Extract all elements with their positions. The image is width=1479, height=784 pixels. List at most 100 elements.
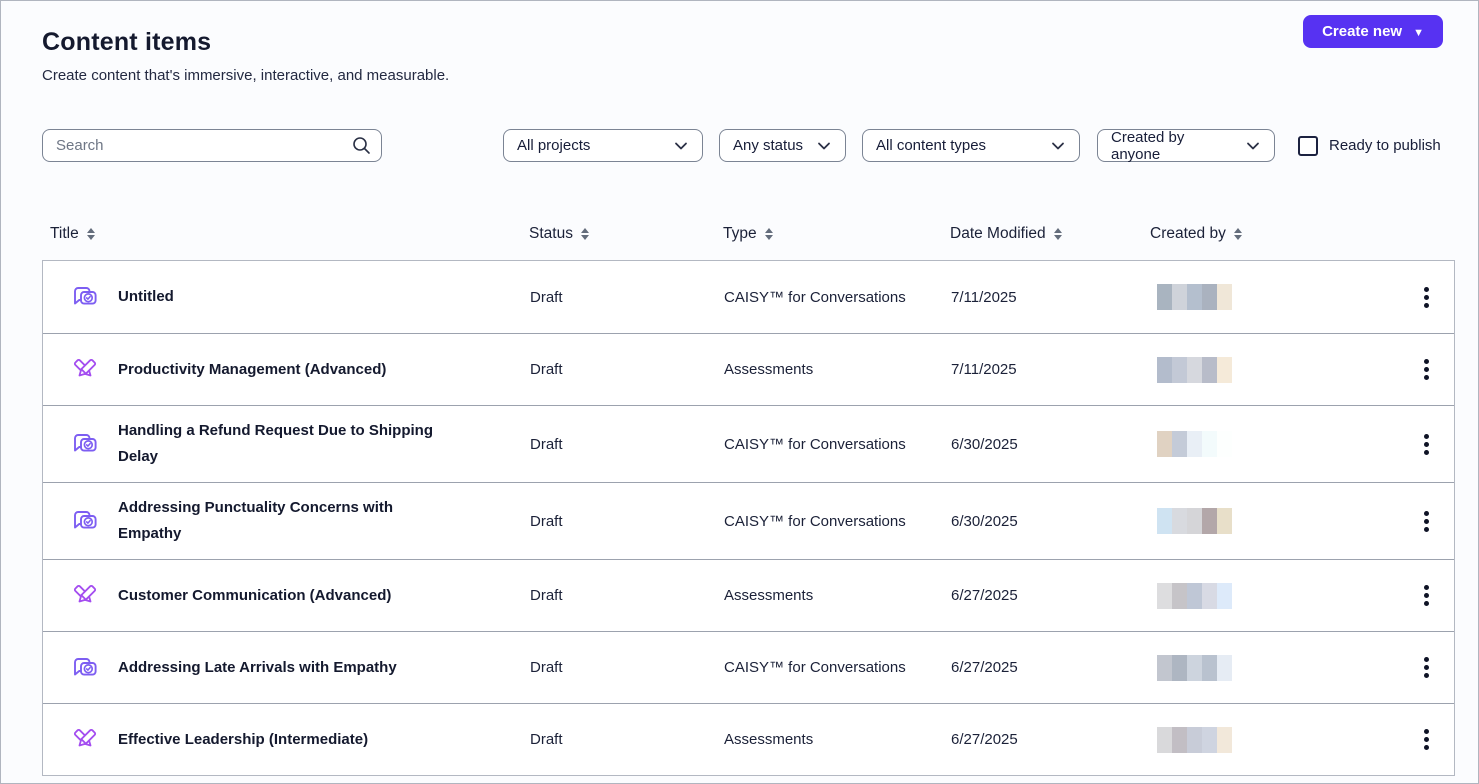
table-row[interactable]: Addressing Punctuality Concerns with Emp…	[43, 482, 1454, 559]
title-cell: Untitled	[43, 282, 530, 312]
date-modified-cell: 7/11/2025	[951, 288, 1017, 306]
creator-filter-dropdown[interactable]: Created by anyone	[1097, 128, 1275, 163]
filter-bar: All projects Any status All content type…	[42, 128, 1453, 163]
table-row[interactable]: Customer Communication (Advanced) Draft …	[43, 559, 1454, 631]
search-icon	[352, 136, 371, 160]
row-actions-menu-button[interactable]	[1418, 579, 1435, 612]
assessment-icon	[70, 581, 100, 611]
created-by-cell	[1151, 726, 1398, 753]
date-modified-cell: 6/30/2025	[951, 435, 1018, 453]
page-header: Content items Create content that's imme…	[42, 1, 1453, 84]
creator-filter-value: Created by anyone	[1111, 128, 1185, 163]
assessment-icon	[70, 355, 100, 385]
created-by-cell	[1151, 356, 1398, 383]
sort-icon[interactable]	[764, 228, 773, 240]
created-by-cell	[1151, 582, 1398, 609]
content-title[interactable]: Effective Leadership (Intermediate)	[118, 730, 369, 748]
chevron-down-icon	[1050, 138, 1066, 154]
type-cell: Assessments	[724, 731, 814, 748]
status-filter-dropdown[interactable]: Any status	[719, 129, 846, 162]
type-cell: Assessments	[724, 361, 814, 378]
redacted-creator-name	[1157, 356, 1232, 383]
chevron-down-icon	[816, 138, 832, 154]
conversation-icon	[70, 282, 100, 312]
search-input[interactable]	[42, 129, 382, 162]
redacted-creator-name	[1157, 431, 1232, 457]
column-header-created-by[interactable]: Created by	[1150, 225, 1397, 243]
sort-icon[interactable]	[1233, 228, 1242, 240]
row-actions-menu-button[interactable]	[1418, 651, 1435, 684]
table-body: Untitled Draft CAISY™ for Conversations …	[42, 260, 1455, 776]
chevron-down-icon	[1245, 138, 1261, 154]
redacted-creator-name	[1157, 582, 1232, 609]
created-by-cell	[1151, 431, 1398, 457]
status-cell: Draft	[530, 288, 563, 306]
table-row[interactable]: Effective Leadership (Intermediate) Draf…	[43, 703, 1454, 775]
table-row[interactable]: Untitled Draft CAISY™ for Conversations …	[43, 261, 1454, 333]
status-cell: Draft	[530, 361, 563, 378]
title-cell: Handling a Refund Request Due to Shippin…	[43, 418, 530, 470]
table-row[interactable]: Addressing Late Arrivals with Empathy Dr…	[43, 631, 1454, 703]
date-modified-cell: 6/27/2025	[951, 659, 1018, 676]
row-actions-menu-button[interactable]	[1418, 428, 1435, 461]
search-box	[42, 129, 382, 162]
conversation-icon	[70, 506, 100, 536]
table-header-row: Title Status Type Date Modified Created …	[42, 208, 1455, 260]
table-row[interactable]: Handling a Refund Request Due to Shippin…	[43, 405, 1454, 482]
row-actions-menu-button[interactable]	[1418, 723, 1435, 756]
sort-icon[interactable]	[1053, 228, 1062, 240]
assessment-icon	[70, 725, 100, 755]
type-cell: CAISY™ for Conversations	[724, 659, 906, 676]
ready-to-publish-checkbox[interactable]	[1298, 135, 1318, 156]
content-title[interactable]: Customer Communication (Advanced)	[118, 586, 392, 604]
title-cell: Productivity Management (Advanced)	[43, 355, 530, 385]
title-cell: Customer Communication (Advanced)	[43, 581, 530, 611]
ready-to-publish-label: Ready to publish	[1329, 137, 1441, 154]
content-title[interactable]: Handling a Refund Request Due to Shippin…	[118, 422, 433, 465]
content-title[interactable]: Addressing Punctuality Concerns with Emp…	[118, 499, 394, 542]
type-cell: CAISY™ for Conversations	[724, 512, 906, 530]
status-cell: Draft	[530, 435, 563, 453]
created-by-cell	[1151, 508, 1398, 534]
content-title[interactable]: Productivity Management (Advanced)	[118, 360, 387, 378]
date-modified-cell: 6/27/2025	[951, 587, 1018, 604]
column-header-status[interactable]: Status	[529, 225, 723, 243]
sort-icon[interactable]	[580, 228, 589, 240]
projects-filter-dropdown[interactable]: All projects	[503, 129, 703, 162]
column-header-type[interactable]: Type	[723, 225, 950, 243]
created-by-cell	[1151, 654, 1398, 681]
projects-filter-value: All projects	[517, 137, 591, 154]
redacted-creator-name	[1157, 654, 1232, 681]
page-subtitle: Create content that's immersive, interac…	[42, 67, 450, 84]
type-cell: Assessments	[724, 587, 814, 604]
content-items-table: Title Status Type Date Modified Created …	[42, 208, 1455, 776]
caret-down-icon: ▼	[1413, 26, 1424, 39]
column-header-title[interactable]: Title	[42, 225, 529, 243]
row-actions-menu-button[interactable]	[1418, 505, 1435, 538]
row-actions-menu-button[interactable]	[1418, 353, 1435, 386]
column-header-date-modified[interactable]: Date Modified	[950, 225, 1150, 243]
create-new-button[interactable]: Create new ▼	[1303, 15, 1443, 48]
date-modified-cell: 7/11/2025	[951, 361, 1017, 378]
page-title: Content items	[42, 28, 212, 56]
date-modified-cell: 6/27/2025	[951, 731, 1018, 748]
redacted-creator-name	[1157, 508, 1232, 534]
table-row[interactable]: Productivity Management (Advanced) Draft…	[43, 333, 1454, 405]
type-cell: CAISY™ for Conversations	[724, 288, 906, 306]
sort-icon[interactable]	[86, 228, 95, 240]
title-cell: Addressing Late Arrivals with Empathy	[43, 653, 530, 683]
created-by-cell	[1151, 284, 1398, 310]
status-cell: Draft	[530, 659, 563, 676]
title-cell: Effective Leadership (Intermediate)	[43, 725, 530, 755]
status-cell: Draft	[530, 587, 563, 604]
content-type-filter-dropdown[interactable]: All content types	[862, 129, 1080, 162]
status-filter-value: Any status	[733, 137, 804, 154]
status-cell: Draft	[530, 512, 563, 530]
status-cell: Draft	[530, 731, 563, 748]
content-title[interactable]: Untitled	[118, 288, 174, 305]
row-actions-menu-button[interactable]	[1418, 281, 1435, 314]
ready-to-publish-filter[interactable]: Ready to publish	[1298, 135, 1441, 156]
date-modified-cell: 6/30/2025	[951, 512, 1018, 530]
content-title[interactable]: Addressing Late Arrivals with Empathy	[118, 658, 397, 676]
